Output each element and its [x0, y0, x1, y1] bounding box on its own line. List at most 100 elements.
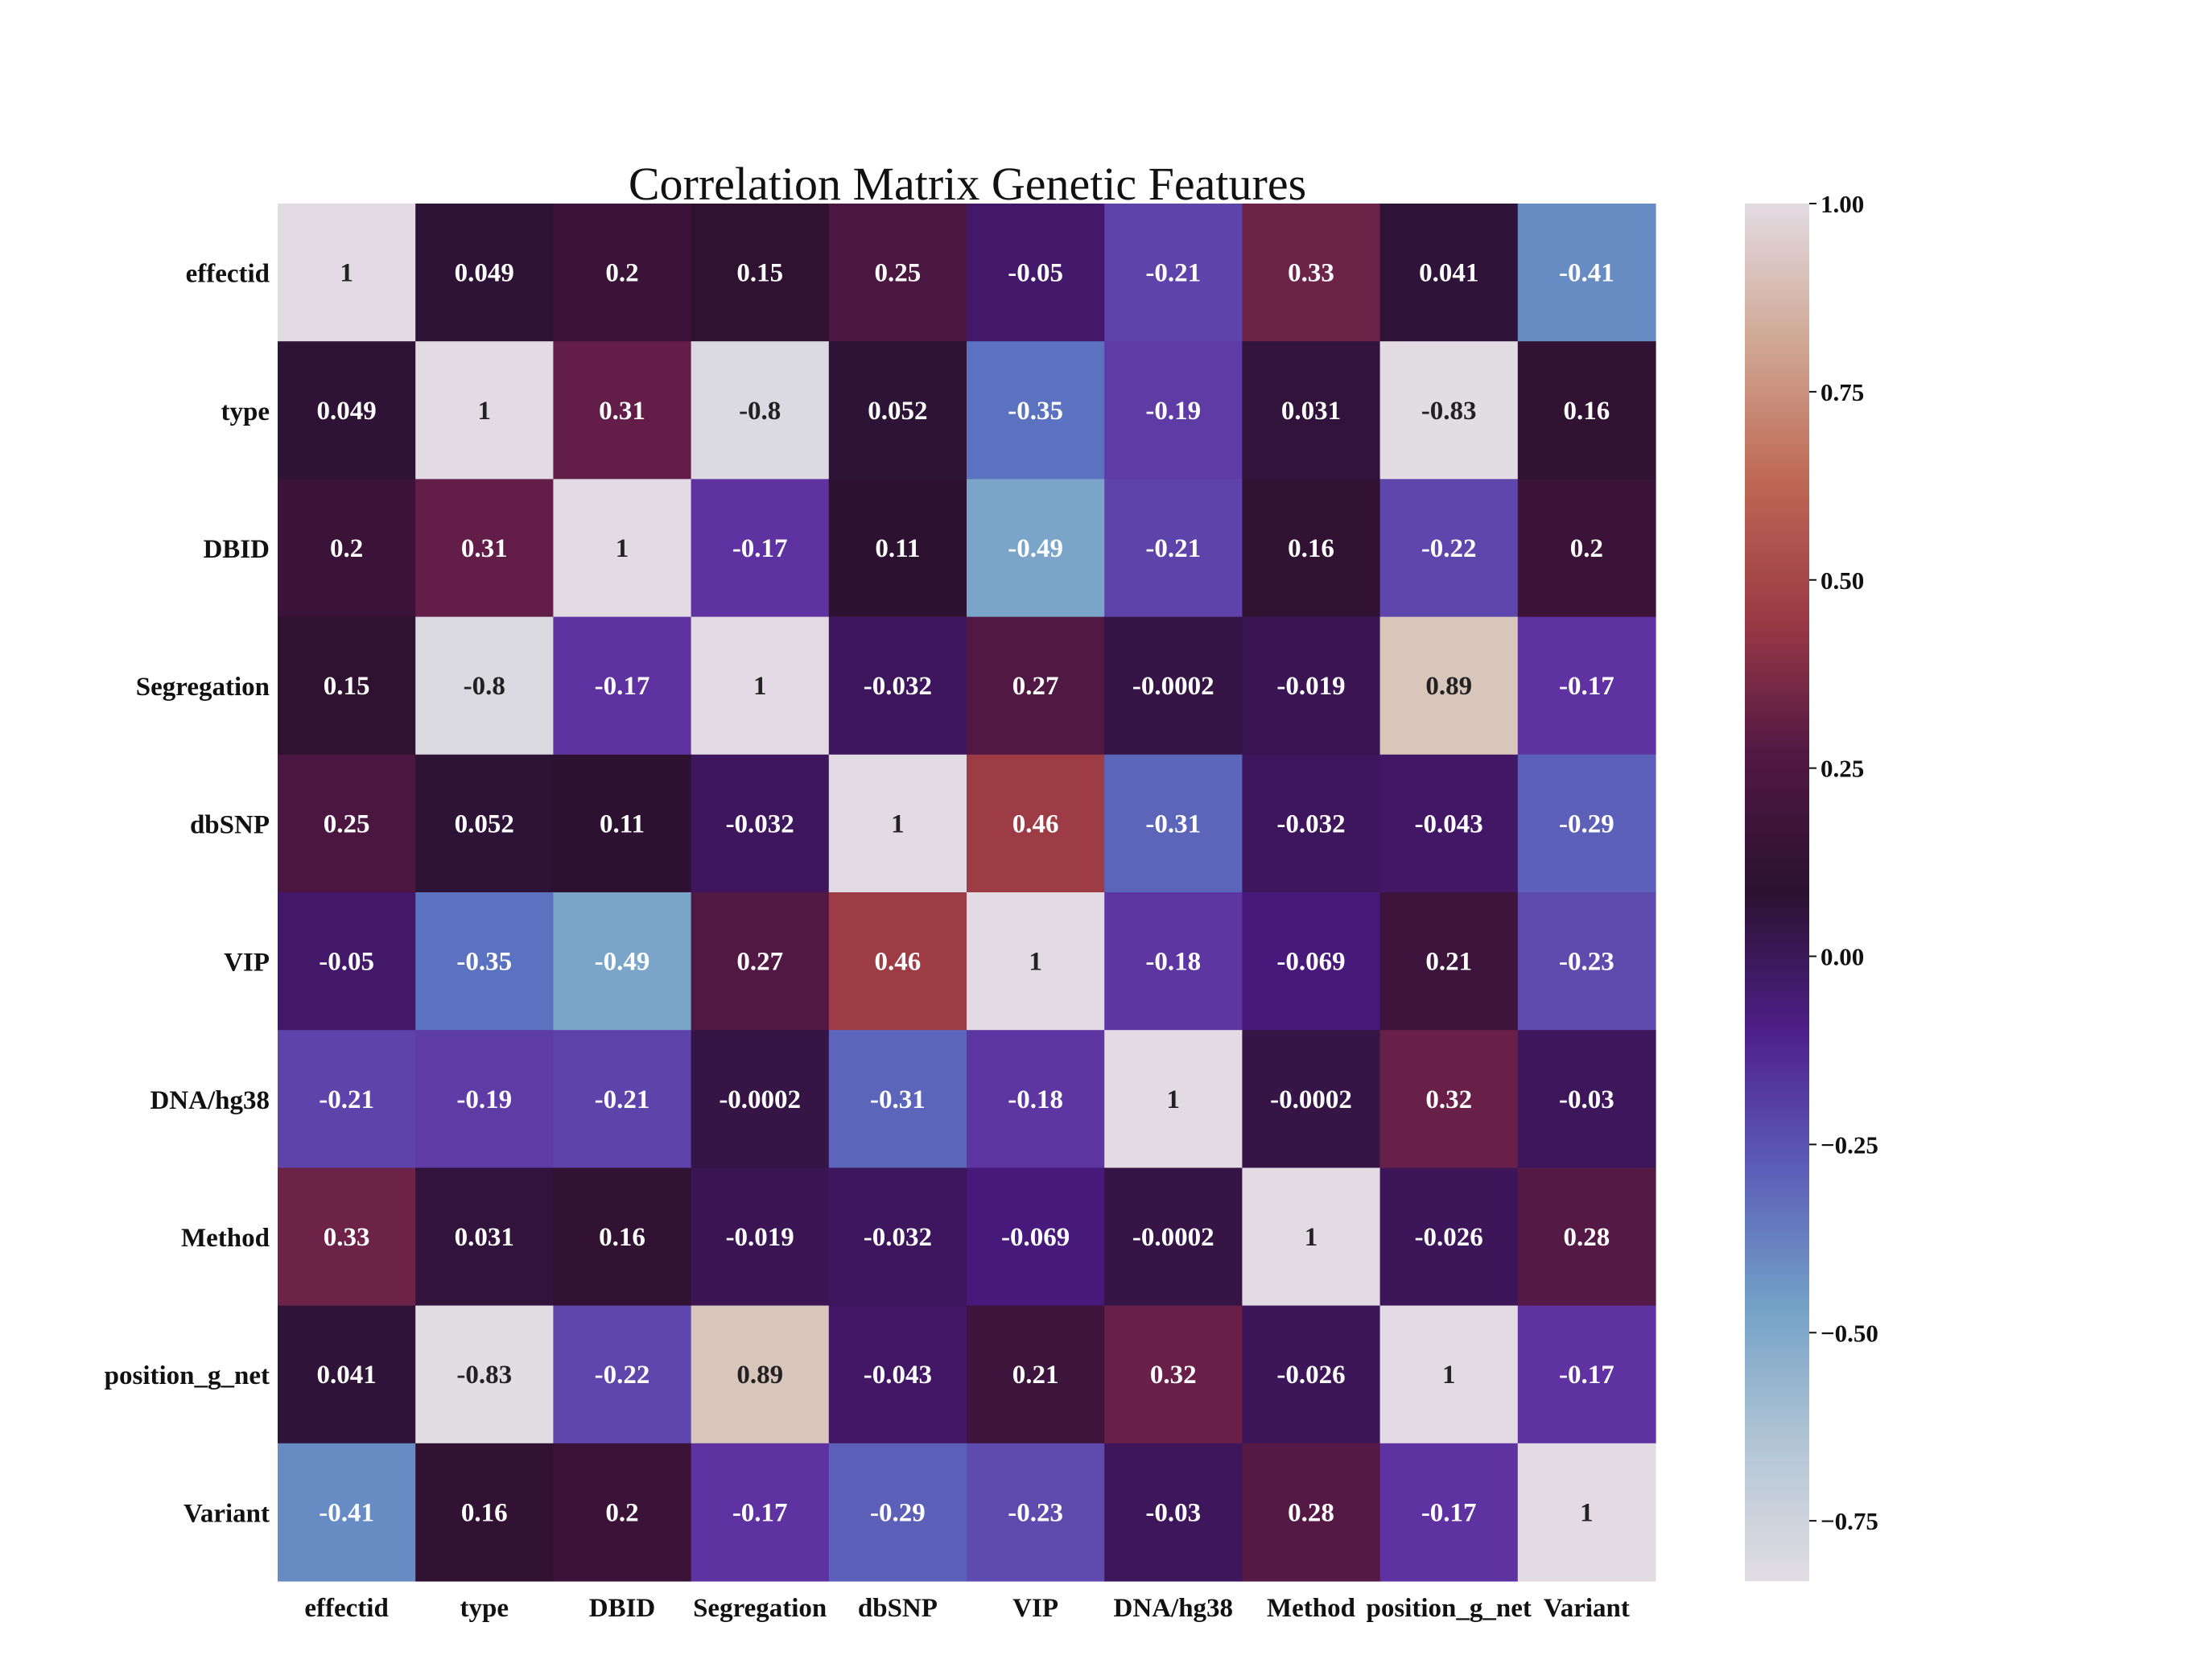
heatmap-cell: [1517, 616, 1656, 756]
heatmap-cell: [691, 616, 830, 756]
x-tick-label: Segregation: [693, 1594, 827, 1623]
cell-annotation: 0.2: [1570, 534, 1603, 563]
cell-annotation: 0.049: [455, 259, 514, 288]
cell-annotation: -0.83: [1421, 397, 1477, 426]
heatmap-cell: [1242, 616, 1381, 756]
cell-annotation: -0.019: [726, 1223, 794, 1252]
heatmap-cell: [828, 204, 967, 342]
colorbar-tick-label: −0.75: [1821, 1507, 1878, 1535]
cell-annotation: -0.0002: [719, 1085, 801, 1114]
cell-annotation: -0.19: [456, 1085, 512, 1114]
heatmap-cell: [1379, 754, 1519, 893]
heatmap-cells: [278, 204, 1656, 1582]
heatmap-cell: [553, 1443, 692, 1582]
colorbar-tick-label: 0.75: [1821, 378, 1864, 406]
heatmap-cell: [828, 1305, 967, 1444]
cell-annotation: 0.31: [461, 534, 508, 563]
heatmap-cell: [828, 1030, 967, 1168]
cell-annotation: -0.22: [595, 1361, 650, 1390]
heatmap-cell: [828, 754, 967, 893]
cell-annotation: 0.89: [736, 1361, 783, 1390]
heatmap-cell: [691, 892, 830, 1031]
cell-annotation: 1: [478, 397, 492, 426]
colorbar-tick-label: −0.25: [1821, 1130, 1878, 1159]
colorbar-ticks: 1.00 0.75 0.50 0.25 0.00 −0.25 −0.50 −0.75: [1809, 190, 1878, 1535]
heatmap-cell: [1104, 479, 1243, 618]
cell-annotation: -0.026: [1415, 1223, 1483, 1252]
heatmap-cell: [415, 341, 554, 480]
cell-annotation: 0.25: [875, 259, 922, 288]
cell-annotation: -0.019: [1276, 672, 1345, 701]
heatmap-cell: [1379, 479, 1519, 618]
heatmap-cell: [553, 754, 692, 893]
heatmap-cell: [278, 341, 416, 480]
heatmap-cell: [967, 479, 1105, 618]
y-tick-label: Variant: [184, 1499, 270, 1528]
cell-annotation: -0.19: [1145, 397, 1201, 426]
cell-annotation: 0.041: [316, 1361, 376, 1390]
heatmap-cell: [828, 1443, 967, 1582]
y-tick-label: Segregation: [136, 673, 270, 702]
cell-annotation: -0.032: [864, 1223, 932, 1252]
y-tick-label: position_g_net: [105, 1361, 270, 1390]
heatmap-cell: [278, 479, 416, 618]
cell-annotation: 1: [1442, 1361, 1456, 1390]
heatmap-cell: [1242, 479, 1381, 618]
heatmap-cell: [828, 892, 967, 1031]
cell-annotation: -0.29: [870, 1498, 926, 1527]
heatmap-cell: [1517, 1167, 1656, 1307]
cell-annotation: -0.83: [456, 1361, 512, 1390]
heatmap-cell: [278, 1443, 416, 1582]
heatmap-cell: [553, 892, 692, 1031]
heatmap-cell: [415, 1167, 554, 1307]
heatmap-cell: [1379, 892, 1519, 1031]
x-tick-label: position_g_net: [1367, 1594, 1532, 1623]
heatmap-cell: [1517, 1305, 1656, 1444]
heatmap-cell: [691, 1167, 830, 1307]
heatmap-cell: [1242, 204, 1381, 342]
heatmap-cell: [1517, 754, 1656, 893]
cell-annotation: -0.8: [739, 397, 781, 426]
y-tick-label: dbSNP: [190, 810, 270, 839]
heatmap-cell: [415, 204, 554, 342]
cell-annotation: 1: [1305, 1223, 1318, 1252]
cell-annotation: 0.28: [1288, 1498, 1334, 1527]
heatmap-cell: [1242, 1167, 1381, 1307]
cell-annotation: -0.05: [319, 948, 374, 977]
heatmap-cell: [691, 1030, 830, 1168]
heatmap-cell: [691, 754, 830, 893]
heatmap-annotations: 1 0.049 0.2 0.15 0.25 -0.05 -0.21 0.33 0.041 -0.4…: [316, 259, 1614, 1528]
cell-annotation: 0.16: [599, 1223, 645, 1252]
heatmap-cell: [691, 204, 830, 342]
cell-annotation: -0.17: [732, 534, 788, 563]
cell-annotation: -0.29: [1559, 809, 1614, 838]
cell-annotation: 0.052: [455, 809, 514, 838]
cell-annotation: 0.052: [868, 397, 927, 426]
cell-annotation: -0.35: [456, 948, 512, 977]
cell-annotation: -0.03: [1559, 1085, 1614, 1114]
x-tick-label: DBID: [589, 1594, 656, 1623]
cell-annotation: 0.28: [1564, 1223, 1610, 1252]
cell-annotation: -0.31: [870, 1085, 926, 1114]
chart-title: Correlation Matrix Genetic Features: [629, 158, 1306, 210]
cell-annotation: -0.18: [1008, 1085, 1063, 1114]
heatmap-cell: [415, 1443, 554, 1582]
cell-annotation: 0.32: [1150, 1361, 1197, 1390]
heatmap-cell: [1242, 892, 1381, 1031]
cell-annotation: -0.043: [1415, 809, 1483, 838]
cell-annotation: 1: [891, 809, 905, 838]
y-tick-label: DBID: [203, 535, 270, 564]
heatmap-cell: [553, 341, 692, 480]
cell-annotation: -0.21: [1145, 259, 1201, 288]
x-axis-tick-labels: effectid type DBID Segregation dbSNP VIP DNA/h…: [304, 1594, 1630, 1623]
cell-annotation: 0.031: [1281, 397, 1341, 426]
x-tick-label: Variant: [1544, 1594, 1630, 1623]
cell-annotation: 0.041: [1419, 259, 1478, 288]
cell-annotation: 0.2: [605, 1498, 638, 1527]
heatmap-cell: [278, 1305, 416, 1444]
heatmap-cell: [415, 1030, 554, 1168]
cell-annotation: -0.18: [1145, 948, 1201, 977]
heatmap-cell: [278, 754, 416, 893]
heatmap-cell: [1517, 204, 1656, 342]
